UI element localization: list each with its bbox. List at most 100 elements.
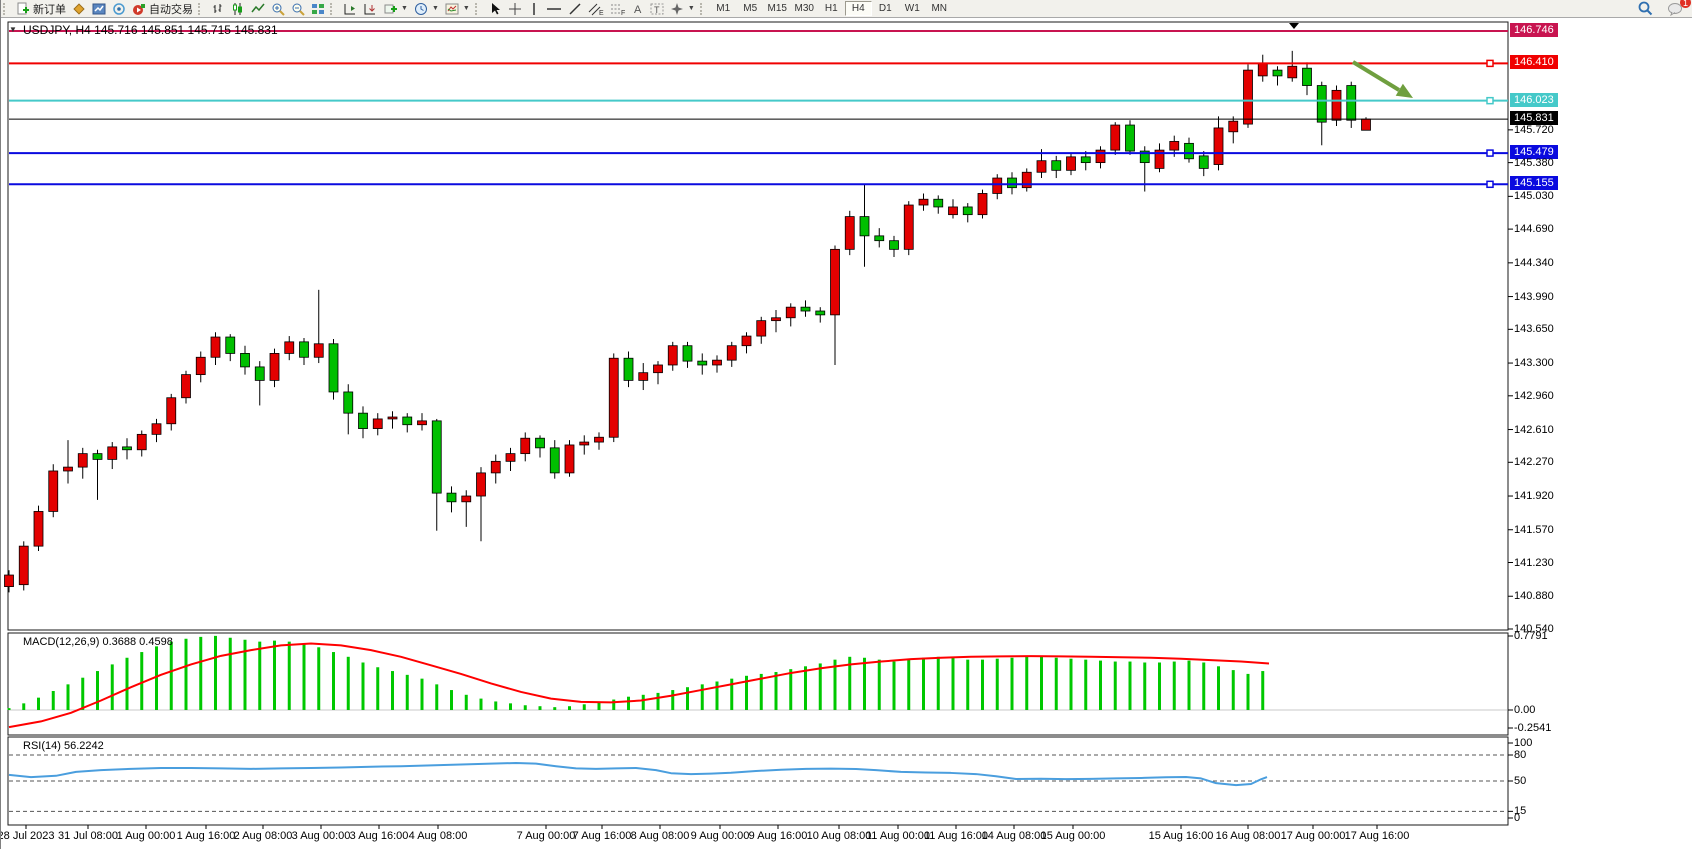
toolbar-grip[interactable] [474,2,482,15]
candle-bullish [1036,160,1047,173]
timeframe-button-h1[interactable]: H1 [824,3,838,14]
price-level-badge: 146.746 [1510,23,1558,37]
time-axis-label: 11 Aug 16:00 [923,830,989,842]
search-button[interactable] [1635,1,1656,16]
quotes-button[interactable] [69,1,89,16]
timeframe-button-m1[interactable]: M1 [716,3,731,14]
candle-bullish [785,306,796,319]
line-handle[interactable] [1486,96,1494,105]
time-axis-label: 15 Aug 00:00 [1040,830,1106,842]
fibonacci-tool-button[interactable]: F [607,1,629,16]
line-handle[interactable] [1486,59,1494,68]
candlestick-chart-button[interactable] [228,1,248,16]
time-axis-label: 11 Aug 00:00 [865,830,931,842]
line-handle[interactable] [1486,149,1494,157]
line-chart-button[interactable] [248,1,268,16]
price-axis-tick: 142.270 [1514,456,1554,469]
candle-bearish [343,391,354,414]
candle-bearish [682,345,693,362]
candle-bearish [1125,124,1135,152]
candle-bearish [1272,69,1283,77]
timeframe-button-d1[interactable]: D1 [878,3,892,14]
toolbar-grip[interactable] [3,2,10,15]
timeframe-button-mn[interactable]: MN [931,3,948,14]
toolbar-grip[interactable] [198,2,205,15]
chart-shift-icon [344,3,355,14]
new-order-button[interactable]: 新订单 [13,1,69,16]
chart-canvas[interactable] [1,17,1692,849]
timeframe-button-m5[interactable]: M5 [743,3,758,14]
notifications-button[interactable]: 1 [1664,0,1691,16]
macd-signal-line [8,642,1270,729]
annotation-arrow-shaft[interactable] [1351,60,1401,92]
candle-bearish [889,240,899,250]
indicators-button[interactable]: ▼ [380,1,411,16]
candle-bearish [240,353,250,368]
periods-button[interactable]: ▼ [411,1,442,16]
candle-bearish [1051,160,1062,171]
bar-chart-button[interactable] [208,1,228,16]
text-label-tool-button[interactable]: T [647,1,667,16]
toolbar-grip[interactable] [699,2,707,15]
candle-bearish [299,341,309,358]
candle-bullish [195,356,206,376]
candle-bullish [63,466,73,472]
candle-bearish [328,343,339,393]
toolbar-grip[interactable] [330,2,337,15]
timeframe-button-w1[interactable]: W1 [904,3,920,14]
time-axis-label: 2 Aug 08:00 [233,830,293,842]
cursor-tool-button[interactable] [485,1,505,16]
candle-bullish [1021,171,1032,189]
vertical-line-tool-button[interactable] [525,1,543,16]
time-axis-label: 7 Aug 00:00 [516,830,576,842]
chart-title: USDJPY, H4 145.716 145.851 145.715 145.8… [23,23,278,37]
candle-bearish [1007,177,1017,189]
auto-scroll-button[interactable] [360,1,380,16]
candle-bullish [107,446,118,460]
chevron-down-icon: ▼ [401,5,408,12]
candle-bullish [653,364,663,374]
rsi-axis-tick: 50 [1514,775,1527,787]
trendline-tool-button[interactable] [565,1,585,16]
annotation-arrow-head[interactable] [1395,83,1413,98]
crosshair-tool-button[interactable] [505,1,525,16]
candle-bearish [122,446,132,451]
bar-chart-icon [213,3,222,13]
chevron-down-icon: ▼ [462,5,470,12]
chart-shift-button[interactable] [340,1,360,16]
timeframe-button-h4[interactable]: H4 [844,1,872,16]
time-axis-label: 9 Aug 16:00 [748,830,808,842]
templates-button[interactable]: ▼ [442,1,473,16]
timeframe-button-m30[interactable]: M30 [794,3,814,14]
horizontal-line-tool-button[interactable] [543,1,565,16]
candle-bullish [4,574,14,588]
auto-trading-button[interactable]: 自动交易 [129,1,196,16]
text-label-icon: T [650,3,664,15]
zoom-out-button[interactable] [288,1,308,16]
macd-panel[interactable] [7,632,1509,736]
candle-bullish [1361,118,1371,131]
candle-bullish [918,198,929,206]
navigator-button[interactable] [109,1,129,16]
cursor-icon [491,2,500,14]
crosshair-icon [508,2,521,15]
navigator-icon [113,2,125,15]
candle-bullish [903,204,914,250]
price-axis-tick: 142.960 [1514,389,1554,402]
one-click-trading-arrow-icon[interactable]: ▼ [9,25,17,34]
market-watch-button[interactable] [89,1,109,16]
tile-windows-button[interactable] [308,1,328,16]
channel-icon: E [588,3,604,16]
candle-bullish [830,248,840,316]
price-axis-tick: 141.920 [1514,490,1554,503]
text-tool-button[interactable]: A [629,1,647,16]
market-watch-icon [92,3,106,14]
arrows-tool-button[interactable]: ▼ [667,1,698,16]
timeframe-button-m15[interactable]: M15 [767,3,787,14]
shift-marker-icon[interactable] [1289,23,1299,29]
candle-bullish [1287,65,1298,79]
zoom-in-button[interactable] [268,1,288,16]
equidistant-channel-tool-button[interactable]: E [585,1,607,16]
text-a-icon: A [634,4,642,16]
line-handle[interactable] [1486,180,1494,189]
